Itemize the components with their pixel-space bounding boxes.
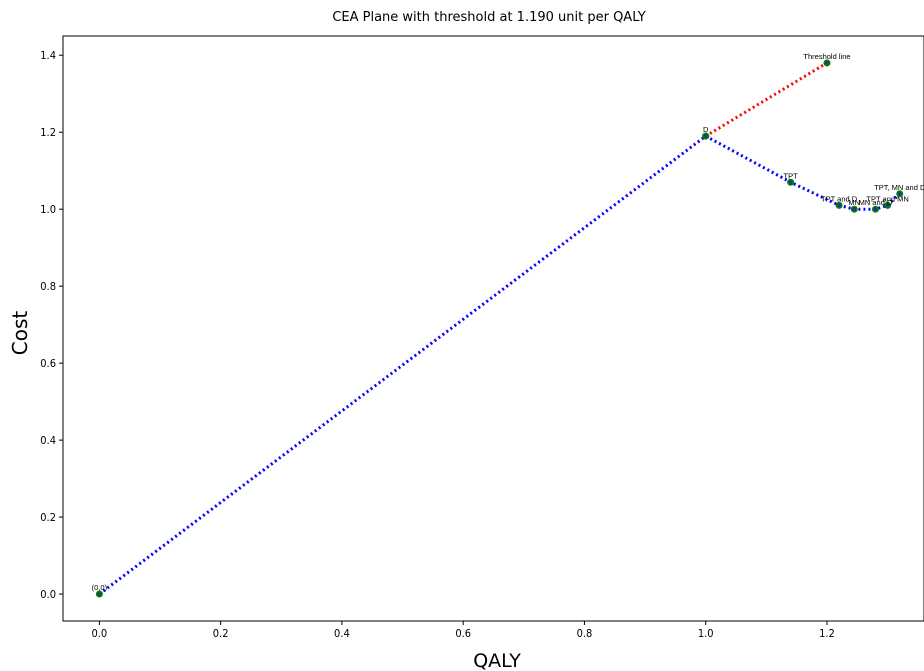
data-point-core	[852, 207, 857, 211]
plot-frame	[62, 35, 924, 622]
x-tick-label: 0.8	[577, 627, 593, 640]
x-tick-label: 0.0	[92, 627, 108, 640]
data-point-core	[825, 61, 829, 65]
data-point-core	[788, 180, 793, 185]
y-tick-label: 1.0	[40, 203, 56, 216]
x-tick-label: 0.6	[455, 627, 471, 640]
point-label: TPT, MN and D	[874, 183, 924, 192]
data-point-core	[97, 592, 102, 596]
data-point-core	[885, 203, 890, 208]
series-points	[95, 59, 904, 598]
x-axis-label: QALY	[473, 650, 521, 671]
data-point-core	[873, 207, 878, 211]
y-tick-label: 1.2	[40, 126, 56, 139]
y-tick-label: 0.0	[40, 588, 56, 601]
point-label: TPT and D	[821, 194, 858, 203]
y-tick-label: 0.2	[40, 511, 56, 524]
point-label: MN and D	[859, 198, 893, 207]
point-label: (0,0)	[92, 583, 108, 592]
x-axis-ticks: 0.0 0.2 0.4 0.6 0.8 1.0 1.2	[92, 621, 835, 640]
x-tick-label: 1.0	[698, 627, 714, 640]
x-tick-label: 0.4	[334, 627, 350, 640]
point-label: TPT and MN	[866, 194, 908, 203]
point-label: D	[703, 125, 709, 134]
data-point-core	[703, 134, 708, 138]
y-tick-label: 1.4	[40, 49, 56, 62]
x-tick-label: 0.2	[213, 627, 229, 640]
series-lines	[98, 61, 901, 596]
data-point-core	[837, 203, 841, 208]
chart-title: CEA Plane with threshold at 1.190 unit p…	[332, 10, 645, 25]
y-axis-ticks: 0.0 0.2 0.4 0.6 0.8 1.0 1.2 1.4	[40, 49, 63, 601]
point-label: MN	[848, 198, 860, 207]
point-label: TPT	[784, 171, 799, 180]
point-label: Threshold line	[803, 52, 850, 61]
y-tick-label: 0.8	[40, 280, 56, 293]
y-tick-label: 0.4	[40, 434, 56, 447]
series-line-0	[98, 134, 901, 596]
series-line-1	[704, 61, 828, 138]
data-point-core	[897, 191, 902, 196]
x-tick-label: 1.2	[819, 627, 835, 640]
y-tick-label: 0.6	[40, 357, 56, 370]
y-axis-label: Cost	[8, 311, 32, 356]
plot-area: 0.0 0.2 0.4 0.6 0.8 1.0 1.2 0.0 0.2 0.4 0.6 0.8 1.0…	[40, 35, 924, 640]
